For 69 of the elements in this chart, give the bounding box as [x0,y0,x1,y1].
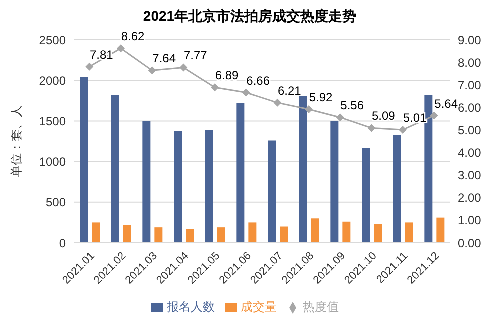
bar [374,224,382,243]
bar [268,140,276,243]
point [430,112,438,120]
legend-label: 成交量 [241,300,277,314]
bar [405,222,414,243]
y-tick-label: 0 [59,236,66,250]
legend-label: 报名人数 [167,300,215,314]
bar [154,228,163,243]
y2-tick-label: 8.00 [458,56,482,70]
data-label: 5.56 [340,98,364,113]
y2-tick-label: 6.00 [458,100,482,115]
bar [362,148,370,243]
data-label: 6.21 [278,84,302,98]
y-tick-label: 1000 [39,155,66,170]
bar [186,229,194,243]
y2-tick-label: 3.00 [458,168,482,183]
bar [92,222,100,243]
data-label: 6.66 [246,74,270,88]
point [368,124,376,132]
y2-tick-label: 0.00 [458,236,482,250]
bar [205,130,214,243]
bar [80,77,88,243]
point [211,84,219,92]
bar [424,95,433,243]
bar [142,121,151,243]
bar [299,96,308,243]
chart-title: 2021年北京市法拍房成交热度走势 [142,8,358,26]
point [242,88,250,97]
y2-tick-label: 4.00 [458,146,482,160]
bar [111,95,120,243]
data-label: 7.64 [152,52,176,66]
y-axis-title: 单位：套、人 [9,106,24,178]
data-label: 7.77 [184,48,208,63]
point [399,126,407,134]
point [274,98,282,107]
bar [280,226,288,243]
point [86,62,94,71]
data-label: 5.92 [309,90,333,104]
point [148,66,156,75]
bar [248,222,257,243]
data-label: 5.64 [434,96,458,111]
bar [436,218,445,243]
bar [174,130,182,243]
bar [123,225,132,243]
data-label: 8.62 [121,30,145,44]
y-tick-label: 2000 [39,74,66,88]
y2-tick-label: 1.00 [458,214,482,228]
point [180,64,188,72]
bar [393,135,402,243]
y-tick-label: 500 [46,196,66,210]
y2-tick-label: 2.00 [458,191,482,206]
data-label: 7.81 [90,48,114,62]
bar [217,228,226,243]
data-label: 5.09 [372,109,396,124]
y2-tick-label: 5.00 [458,123,482,138]
y2-tick-label: 9.00 [458,33,482,48]
point [305,105,313,114]
bar [311,218,320,243]
point [336,114,344,122]
y2-tick-label: 7.00 [458,78,482,92]
bar [236,103,245,243]
point [117,44,125,53]
data-label: 5.01 [403,110,427,125]
data-label: 6.89 [215,68,239,83]
bar [342,222,351,243]
y-tick-label: 1500 [39,114,66,128]
y-tick-label: 2500 [39,33,66,48]
bar [330,121,339,243]
legend-label: 热度值 [303,300,339,314]
